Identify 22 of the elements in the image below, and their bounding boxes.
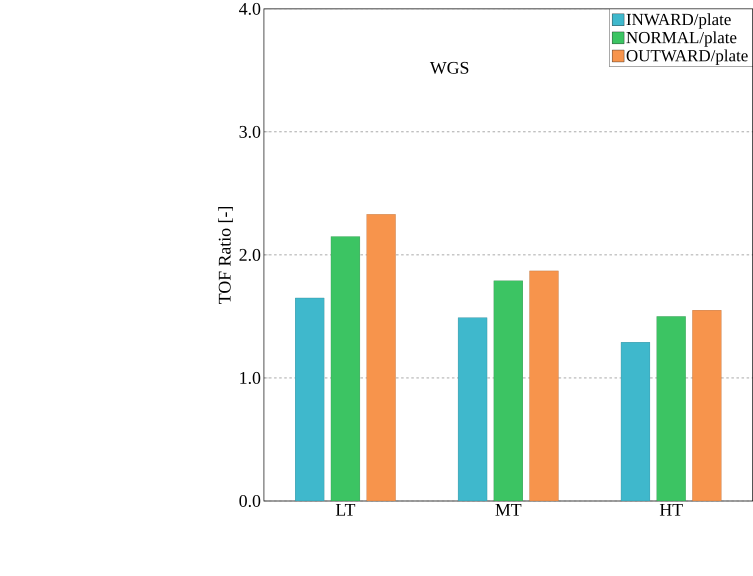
bar <box>458 317 488 501</box>
y-tick-label: 2.0 <box>239 248 260 261</box>
y-tick-label: 0.0 <box>239 494 260 508</box>
bar <box>620 342 650 501</box>
y-tick-label: 3.0 <box>240 126 260 138</box>
legend-label: OUTWARD/plate <box>626 49 748 65</box>
legend-label: NORMAL/plate <box>626 31 736 47</box>
bar <box>494 280 523 501</box>
annotation: WGS <box>430 62 468 74</box>
bar <box>366 214 396 501</box>
bar <box>529 270 559 501</box>
bar <box>330 236 360 501</box>
legend-label: INWARD/plate <box>626 13 731 29</box>
x-tick-label: HT <box>660 504 683 516</box>
y-axis-title: TOF Ratio [-] <box>218 207 233 304</box>
bar <box>656 316 686 501</box>
bar <box>295 298 324 501</box>
x-tick-label: MT <box>495 504 522 516</box>
bar <box>692 310 722 501</box>
y-tick-label: 4.0 <box>239 2 260 15</box>
y-tick-label: 1.0 <box>240 372 260 384</box>
x-tick-label: LT <box>336 504 356 516</box>
